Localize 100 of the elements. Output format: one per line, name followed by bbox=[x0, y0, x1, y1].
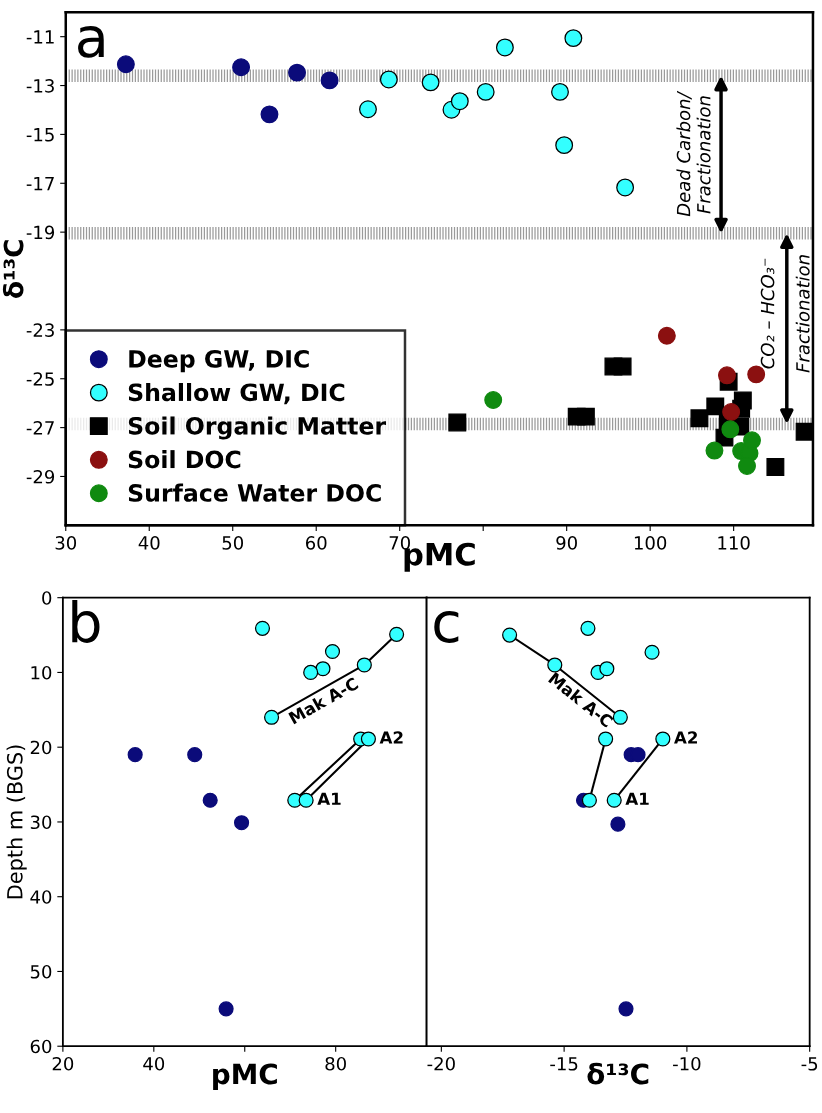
legend-label: Surface Water DOC bbox=[128, 483, 381, 502]
y-tick-label: -13 bbox=[26, 79, 54, 93]
legend-label: Deep GW, DIC bbox=[129, 349, 309, 373]
point bbox=[644, 644, 660, 660]
chart-title: b bbox=[72, 599, 100, 643]
point bbox=[618, 1001, 634, 1017]
point bbox=[599, 661, 615, 677]
y-tick-label: 30 bbox=[30, 815, 52, 830]
point bbox=[547, 657, 563, 673]
x-tick-label: -20 bbox=[427, 1056, 455, 1071]
chart-title: a bbox=[78, 25, 104, 58]
x-tick-label: 30 bbox=[55, 536, 77, 550]
point bbox=[722, 403, 741, 421]
point bbox=[733, 391, 752, 410]
point bbox=[264, 709, 280, 725]
point bbox=[448, 413, 467, 432]
point bbox=[766, 457, 785, 476]
point bbox=[476, 82, 495, 101]
point bbox=[551, 82, 569, 101]
chart-title: c bbox=[434, 611, 459, 643]
point bbox=[232, 58, 251, 77]
x-tick-label: 90 bbox=[556, 536, 577, 550]
point bbox=[598, 731, 614, 747]
point bbox=[324, 643, 341, 660]
point bbox=[580, 620, 596, 636]
point bbox=[655, 731, 671, 747]
x-tick-label: 40 bbox=[138, 536, 160, 550]
x-tick-label: 40 bbox=[143, 1056, 165, 1071]
annotation: Dead Carbon/ Fractionation bbox=[676, 90, 711, 217]
x-tick-label: 60 bbox=[305, 536, 327, 550]
point bbox=[612, 709, 628, 725]
point bbox=[706, 397, 725, 416]
y-tick-label: -15 bbox=[26, 128, 54, 142]
annotation: A1 bbox=[317, 792, 341, 805]
point bbox=[484, 391, 503, 409]
point bbox=[315, 661, 331, 677]
x-tick-label: 50 bbox=[222, 536, 244, 550]
y-tick-label: 50 bbox=[30, 964, 52, 979]
y-axis-title: δ¹³C bbox=[2, 240, 24, 298]
legend-label: Soil Organic Matter bbox=[128, 416, 387, 440]
y-tick-label: -17 bbox=[26, 176, 54, 191]
y-tick-label: 10 bbox=[31, 665, 52, 680]
x-tick-label: -10 bbox=[673, 1056, 701, 1071]
point bbox=[359, 100, 377, 119]
x-tick-label: 80 bbox=[325, 1056, 346, 1071]
x-axis-title: pMC bbox=[213, 1063, 277, 1090]
point bbox=[421, 73, 440, 92]
point bbox=[127, 747, 143, 763]
point bbox=[288, 63, 306, 82]
legend-label: Soil DOC bbox=[128, 450, 241, 469]
point bbox=[721, 420, 740, 439]
y-tick-label: -27 bbox=[26, 421, 54, 435]
point bbox=[718, 366, 736, 385]
point bbox=[576, 407, 595, 426]
annotation: CO₂ – HCO₃⁻ Fractionation bbox=[760, 255, 810, 373]
point bbox=[705, 441, 724, 460]
point bbox=[450, 92, 469, 111]
point bbox=[260, 105, 279, 124]
point bbox=[202, 792, 218, 808]
point bbox=[298, 792, 314, 808]
point bbox=[606, 792, 622, 808]
point bbox=[320, 71, 339, 90]
point bbox=[360, 731, 376, 747]
point bbox=[233, 815, 250, 831]
point bbox=[356, 657, 372, 673]
point bbox=[303, 664, 319, 681]
y-tick-label: -19 bbox=[26, 225, 55, 240]
point bbox=[743, 431, 761, 450]
y-tick-label: 20 bbox=[30, 740, 52, 755]
point bbox=[581, 792, 597, 808]
point bbox=[795, 422, 813, 441]
point bbox=[616, 178, 635, 197]
y-tick-label: 0 bbox=[42, 591, 52, 605]
point bbox=[502, 627, 518, 643]
y-tick-label: -29 bbox=[26, 469, 55, 484]
y-tick-label: 60 bbox=[30, 1039, 52, 1054]
x-tick-label: -15 bbox=[550, 1057, 578, 1071]
y-tick-label: 40 bbox=[30, 890, 52, 904]
annotation: A2 bbox=[674, 731, 697, 744]
annotation: Mak A-C bbox=[288, 676, 359, 725]
point bbox=[555, 136, 574, 155]
x-tick-label: 100 bbox=[634, 536, 667, 550]
point bbox=[254, 620, 271, 636]
point bbox=[379, 70, 398, 89]
x-tick-label: 110 bbox=[718, 536, 750, 550]
point bbox=[690, 409, 709, 428]
point bbox=[187, 747, 203, 763]
y-axis-title: Depth m (BGS) bbox=[6, 745, 27, 899]
x-tick-label: 20 bbox=[52, 1056, 74, 1071]
point bbox=[564, 29, 583, 48]
x-axis-title: δ¹³C bbox=[587, 1062, 649, 1085]
y-tick-label: -11 bbox=[26, 30, 54, 44]
annotation: A1 bbox=[625, 792, 649, 805]
point bbox=[657, 326, 676, 345]
y-tick-label: -25 bbox=[26, 372, 54, 386]
point bbox=[389, 626, 405, 642]
y-tick-label: -23 bbox=[26, 323, 54, 337]
point bbox=[218, 1001, 234, 1017]
x-tick-label: -5 bbox=[801, 1057, 818, 1071]
point bbox=[495, 38, 514, 57]
